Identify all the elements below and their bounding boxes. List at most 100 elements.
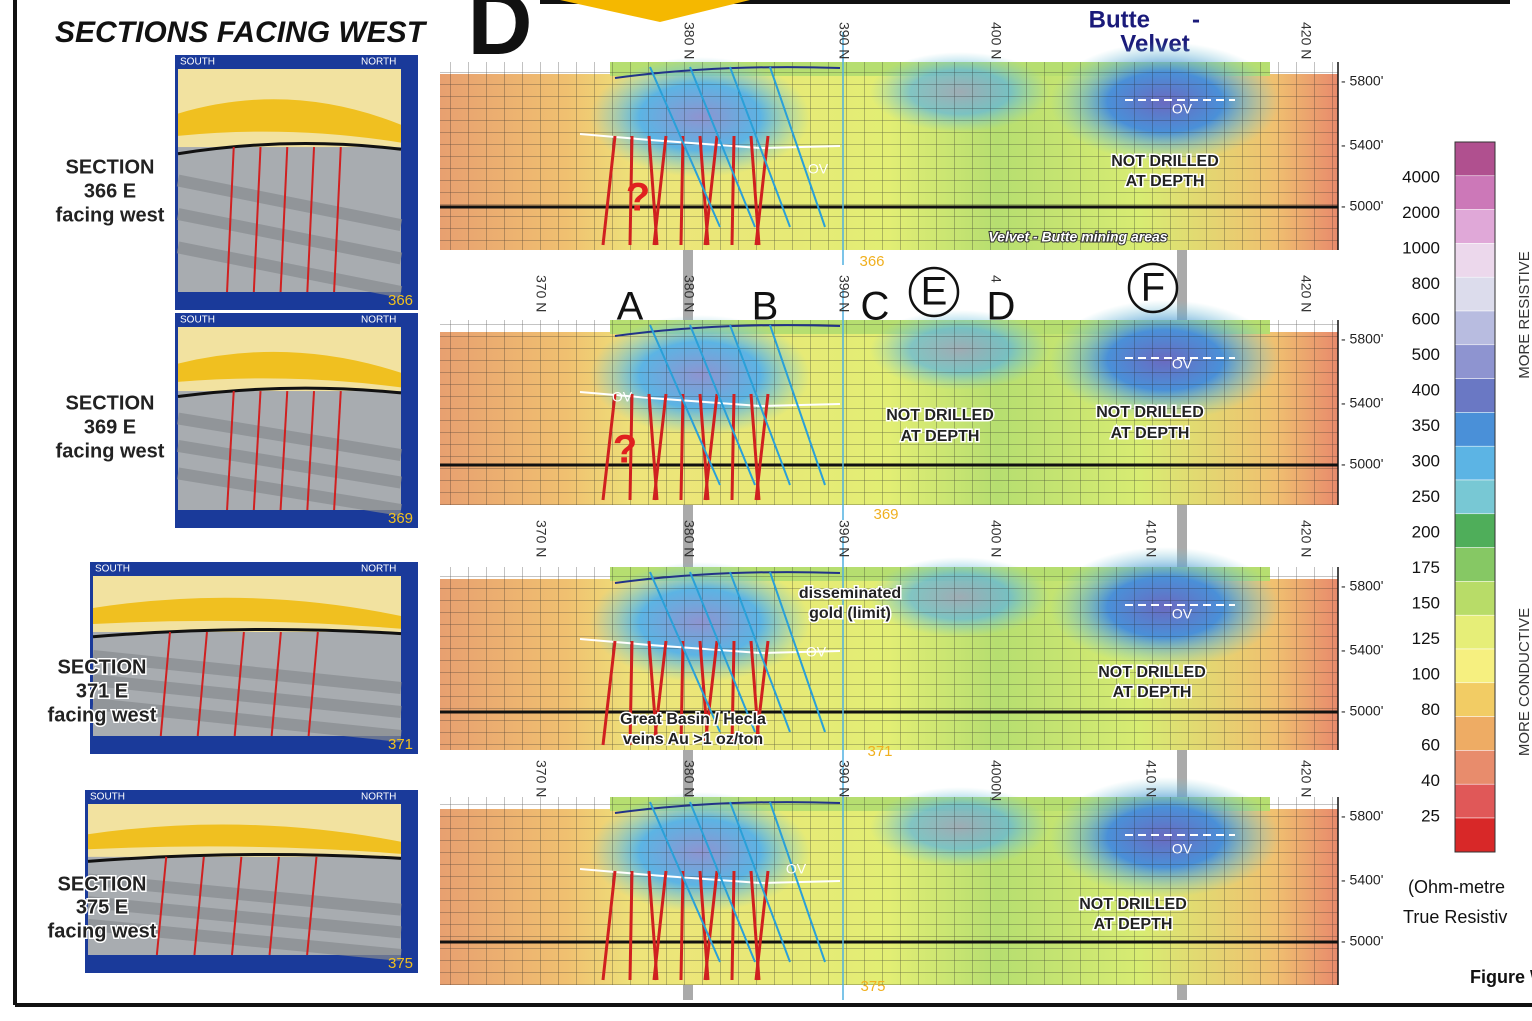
annotation: OV xyxy=(1172,606,1193,622)
legend-swatch xyxy=(1455,683,1495,717)
grid xyxy=(440,797,1338,985)
annotation: OV xyxy=(806,644,827,660)
dash: - xyxy=(1192,6,1200,33)
drill-hole xyxy=(732,871,734,980)
figure: D SECTIONS FACING WEST Butte - Velvet Fi… xyxy=(0,0,1532,1021)
legend-value: 100 xyxy=(1412,664,1440,683)
section-label: SECTION xyxy=(58,873,147,895)
annotation: NOT DRILLED xyxy=(1096,404,1204,421)
legend-swatch xyxy=(1455,615,1495,649)
annotation: AT DEPTH xyxy=(901,428,980,445)
annotation: AT DEPTH xyxy=(1113,684,1192,701)
legend-swatch xyxy=(1455,649,1495,683)
drill-hole xyxy=(681,641,683,745)
legend-value: 200 xyxy=(1412,522,1440,541)
marker: D xyxy=(987,285,1016,329)
legend-value: 600 xyxy=(1412,309,1440,328)
northing-label: 410 N xyxy=(1143,760,1159,797)
title: SECTIONS FACING WEST xyxy=(55,16,428,49)
drill-hole xyxy=(681,394,683,500)
northing-label: 380 N xyxy=(681,760,697,797)
thumb-south: SOUTH xyxy=(180,57,215,68)
annotation: NOT DRILLED xyxy=(1098,664,1206,681)
legend-value: 400 xyxy=(1412,380,1440,399)
annotation: 369 xyxy=(873,506,898,523)
northing-label: 380 N xyxy=(681,275,697,312)
legend-swatch xyxy=(1455,176,1495,210)
thumb-north: NORTH xyxy=(361,315,396,326)
section-label: 371 E xyxy=(76,680,128,702)
thumb-south: SOUTH xyxy=(95,564,130,575)
marker: E xyxy=(921,270,948,314)
section-label: 375 E xyxy=(76,896,128,918)
northing-label: 420 N xyxy=(1298,275,1314,312)
legend-swatch xyxy=(1455,243,1495,277)
legend-value: 1000 xyxy=(1402,238,1440,257)
section-label: facing west xyxy=(48,920,157,942)
section-label: facing west xyxy=(48,704,157,726)
legend-swatch xyxy=(1455,446,1495,480)
elevation-label: - 5000' xyxy=(1341,456,1383,472)
annotation: AT DEPTH xyxy=(1094,916,1173,933)
annotation: 371 xyxy=(867,743,892,760)
northing-label: 400 N xyxy=(988,22,1004,59)
annotation: NOT DRILLED xyxy=(1111,153,1219,170)
legend-value: 80 xyxy=(1421,700,1440,719)
legend-value: 60 xyxy=(1421,735,1440,754)
annotation: OV xyxy=(1172,101,1193,117)
thumb-number: 375 xyxy=(388,955,413,972)
thumb-number: 369 xyxy=(388,510,413,527)
legend-caption: True Resistiv xyxy=(1403,907,1507,927)
elevation-label: - 5800' xyxy=(1341,578,1383,594)
marker: A xyxy=(617,285,644,329)
legend-swatch xyxy=(1455,514,1495,548)
northing-label: 4000N xyxy=(988,760,1004,801)
elevation-label: - 5800' xyxy=(1341,73,1383,89)
thumb-number: 366 xyxy=(388,292,413,309)
annotation: Velvet - Butte mining areas xyxy=(988,229,1167,245)
section-label: SECTION xyxy=(66,156,155,178)
legend-swatch xyxy=(1455,345,1495,379)
elevation-label: - 5000' xyxy=(1341,703,1383,719)
elevation-label: - 5400' xyxy=(1341,137,1383,153)
northing-label: 420 N xyxy=(1298,22,1314,59)
figure-caption: Figure W-1(hig xyxy=(1470,967,1532,987)
legend-swatch xyxy=(1455,142,1495,176)
northing-label: 420 N xyxy=(1298,520,1314,557)
legend-swatch xyxy=(1455,581,1495,615)
thumb-north: NORTH xyxy=(361,792,396,803)
elevation-label: - 5000' xyxy=(1341,933,1383,949)
legend-value: 350 xyxy=(1412,416,1440,435)
annotation: 366 xyxy=(859,253,884,270)
annotation: ? xyxy=(626,176,650,220)
annotation: 375 xyxy=(860,978,885,995)
northing-label: 370 N xyxy=(533,520,549,557)
marker: C xyxy=(861,285,890,329)
thumb-south: SOUTH xyxy=(180,315,215,326)
annotation: ? xyxy=(613,428,637,472)
thumb-south: SOUTH xyxy=(90,792,125,803)
annotation: OV xyxy=(612,389,633,405)
legend-swatch xyxy=(1455,277,1495,311)
legend-value: 40 xyxy=(1421,771,1440,790)
section-label: SECTION xyxy=(66,392,155,414)
northing-label: 390 N xyxy=(836,520,852,557)
northing-label: 400 N xyxy=(988,520,1004,557)
annotation: NOT DRILLED xyxy=(886,407,994,424)
elevation-label: - 5800' xyxy=(1341,808,1383,824)
drill-hole xyxy=(732,136,734,245)
annotation: gold (limit) xyxy=(809,605,891,622)
legend-resistive: MORE RESISTIVE xyxy=(1516,251,1532,379)
northing-label: 370 N xyxy=(533,760,549,797)
legend-value: 25 xyxy=(1421,806,1440,825)
annotation: AT DEPTH xyxy=(1111,425,1190,442)
marker: B xyxy=(752,285,779,329)
northing-label: 420 N xyxy=(1298,760,1314,797)
elevation-label: - 5400' xyxy=(1341,872,1383,888)
elevation-label: - 5400' xyxy=(1341,642,1383,658)
thumb-north: NORTH xyxy=(361,564,396,575)
annotation: OV xyxy=(1172,356,1193,372)
thumb-north: NORTH xyxy=(361,57,396,68)
northing-label: 370 N xyxy=(533,275,549,312)
annotation: OV xyxy=(1172,841,1193,857)
